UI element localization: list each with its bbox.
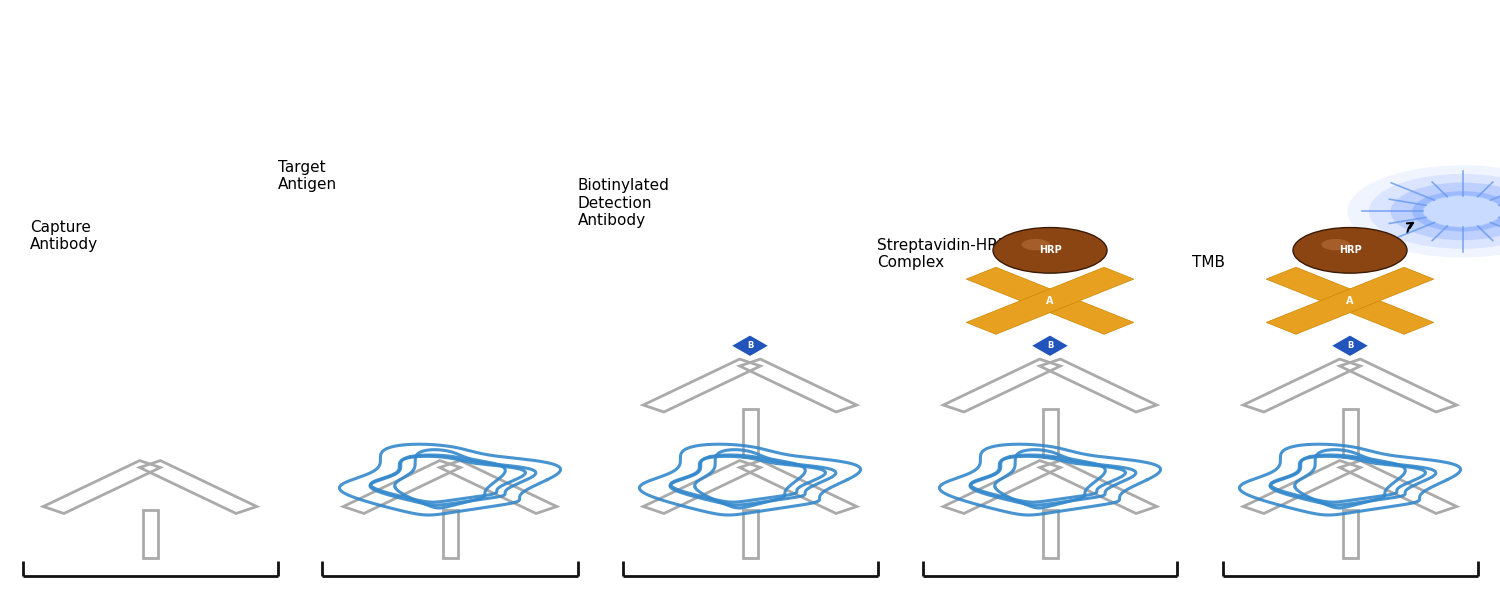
- Polygon shape: [966, 267, 1134, 334]
- Polygon shape: [966, 267, 1134, 334]
- Polygon shape: [1330, 335, 1370, 356]
- Polygon shape: [1266, 267, 1434, 334]
- Polygon shape: [1030, 335, 1069, 356]
- Polygon shape: [1266, 267, 1434, 334]
- Text: Target
Antigen: Target Antigen: [278, 160, 336, 192]
- Circle shape: [1412, 191, 1500, 232]
- Text: B: B: [1347, 341, 1353, 350]
- Text: Biotinylated
Detection
Antibody: Biotinylated Detection Antibody: [578, 178, 669, 228]
- Circle shape: [1322, 239, 1350, 250]
- Circle shape: [1424, 196, 1500, 227]
- Circle shape: [1293, 227, 1407, 273]
- Text: TMB: TMB: [1192, 255, 1225, 270]
- Circle shape: [1390, 182, 1500, 240]
- Polygon shape: [730, 335, 770, 356]
- Circle shape: [1370, 174, 1500, 249]
- Text: Capture
Antibody: Capture Antibody: [30, 220, 98, 252]
- Text: A: A: [1047, 296, 1053, 306]
- Text: B: B: [1047, 341, 1053, 350]
- Circle shape: [1347, 165, 1500, 257]
- Circle shape: [1022, 239, 1050, 250]
- Circle shape: [993, 227, 1107, 273]
- Text: Streptavidin-HRP
Complex: Streptavidin-HRP Complex: [878, 238, 1008, 270]
- Text: HRP: HRP: [1338, 245, 1362, 256]
- Text: B: B: [747, 341, 753, 350]
- Text: HRP: HRP: [1038, 245, 1062, 256]
- Text: A: A: [1347, 296, 1353, 306]
